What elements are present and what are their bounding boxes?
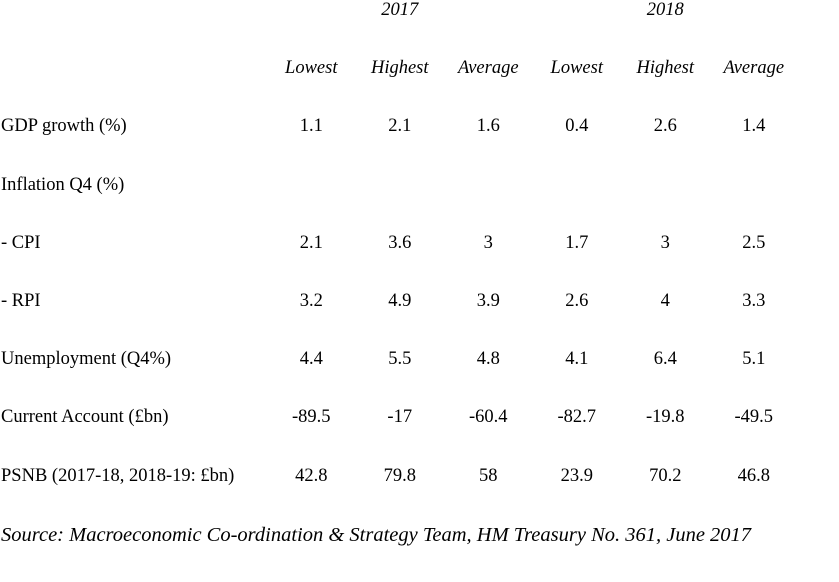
row-value: -17 [387,407,413,428]
row-label: - RPI [1,290,41,311]
row-value: 4.8 [476,349,500,370]
row-value: 2.6 [565,290,589,311]
row-label: GDP growth (%) [1,116,127,137]
row-value: 3.9 [476,290,500,311]
row-value: 1.1 [299,116,323,137]
row-value: 4.1 [565,349,589,370]
row-value: 3.3 [742,290,766,311]
row-value: 2.1 [299,232,323,253]
row-value: -49.5 [734,407,774,428]
row-value: -82.7 [557,407,597,428]
source-note: Source: Macroeconomic Co-ordination & St… [1,523,752,546]
col-header-highest-2017: Highest [370,58,429,79]
row-value: 58 [479,465,498,486]
col-header-lowest-2018: Lowest [550,58,603,79]
col-header-average-2018: Average [723,58,785,79]
table-row-rpi: - RPI 3.2 4.9 3.9 2.6 4 3.3 [0,291,839,349]
table-row-inflation-q4: Inflation Q4 (%) [0,175,839,233]
col-header-average-2017: Average [457,58,519,79]
row-value: -19.8 [645,407,685,428]
row-value: 1.4 [742,116,766,137]
table-row-current-account: Current Account (£bn) -89.5 -17 -60.4 -8… [0,407,839,465]
table-row-unemployment: Unemployment (Q4%) 4.4 5.5 4.8 4.1 6.4 5… [0,349,839,407]
row-value: 2.6 [653,116,677,137]
row-value: 5.1 [742,349,766,370]
table-row-psnb: PSNB (2017-18, 2018-19: £bn) 42.8 79.8 5… [0,466,839,524]
row-value: 4 [660,290,670,311]
row-value: 2.1 [388,116,412,137]
col-header-highest-2018: Highest [636,58,695,79]
row-value: 46.8 [737,465,770,486]
row-label: Inflation Q4 (%) [1,174,125,195]
row-value: 3 [483,232,493,253]
row-value: -60.4 [468,407,508,428]
row-value: 1.6 [476,116,500,137]
row-label: PSNB (2017-18, 2018-19: £bn) [1,465,235,486]
row-value: 0.4 [565,116,589,137]
row-value: 3 [660,232,670,253]
row-label: - CPI [1,232,41,253]
row-value: 42.8 [295,465,328,486]
row-label: Current Account (£bn) [1,407,169,428]
forecast-table: 2017 2018 Lowest Highest Average Lowest … [0,0,839,546]
row-value: 23.9 [560,465,593,486]
year-group-2018: 2018 [646,0,684,20]
row-value: 3.6 [388,232,412,253]
table-row-cpi: - CPI 2.1 3.6 3 1.7 3 2.5 [0,233,839,291]
row-value: 4.9 [388,290,412,311]
row-value: 4.4 [299,349,323,370]
row-value: -89.5 [291,407,331,428]
year-header-row: 2017 2018 [0,0,839,58]
row-value: 3.2 [299,290,323,311]
row-value: 70.2 [649,465,682,486]
row-value: 6.4 [653,349,677,370]
row-value: 2.5 [742,232,766,253]
row-label: Unemployment (Q4%) [1,349,172,370]
row-value: 79.8 [383,465,416,486]
row-value: 5.5 [388,349,412,370]
col-header-lowest-2017: Lowest [285,58,338,79]
table-row-gdp-growth: GDP growth (%) 1.1 2.1 1.6 0.4 2.6 1.4 [0,116,839,174]
row-value: 1.7 [565,232,589,253]
column-header-row: Lowest Highest Average Lowest Highest Av… [0,58,839,116]
year-group-2017: 2017 [381,0,419,20]
